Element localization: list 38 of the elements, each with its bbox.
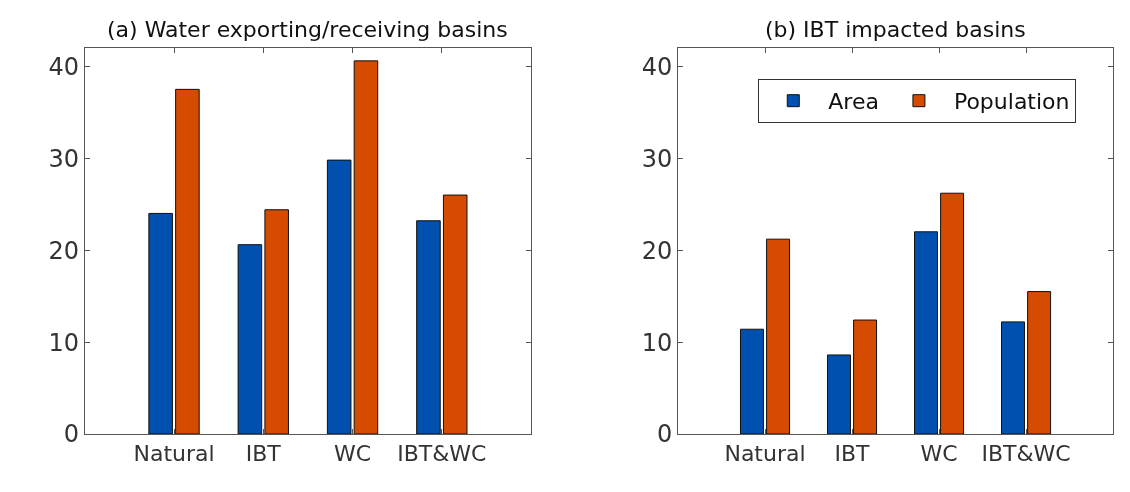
y-tick-label: 30 <box>48 144 79 173</box>
y-tick-label: 40 <box>641 52 673 81</box>
bar <box>148 212 173 434</box>
y-tick-label: 20 <box>641 236 673 265</box>
y-tick-label: 10 <box>48 328 79 357</box>
x-tick-label: WC <box>334 441 372 467</box>
y-tick-label: 40 <box>48 52 79 81</box>
bar <box>940 192 965 434</box>
x-tick-label: Natural <box>133 441 215 467</box>
bar <box>442 194 468 434</box>
bar <box>913 231 938 434</box>
x-tick-label: IBT <box>834 441 871 467</box>
x-tick-label: WC <box>920 441 958 467</box>
bar <box>766 238 791 434</box>
bar <box>353 60 379 434</box>
bar <box>264 209 289 434</box>
legend-label: Population <box>953 89 1070 115</box>
x-tick-label: IBT&WC <box>981 441 1071 467</box>
x-tick-label: Natural <box>724 441 806 467</box>
y-tick-label: 10 <box>641 328 673 357</box>
bar <box>237 244 263 434</box>
bar <box>175 88 200 434</box>
bar <box>416 220 441 434</box>
x-tick-label: IBT&WC <box>397 441 487 467</box>
bar <box>1027 291 1052 434</box>
y-tick-label: 0 <box>63 420 79 449</box>
bar <box>739 328 764 434</box>
bar <box>1001 321 1025 434</box>
y-tick-label: 20 <box>48 236 79 265</box>
x-tick-label: IBT <box>245 441 282 467</box>
bar <box>826 354 851 434</box>
bar <box>853 319 878 434</box>
chart-title: (a) Water exporting/receiving basins <box>107 17 508 42</box>
y-tick-label: 30 <box>641 144 673 173</box>
y-tick-label: 0 <box>656 420 673 449</box>
chart-title: (b) IBT impacted basins <box>765 17 1026 42</box>
legend-label: Area <box>828 89 879 115</box>
bar <box>326 159 352 434</box>
